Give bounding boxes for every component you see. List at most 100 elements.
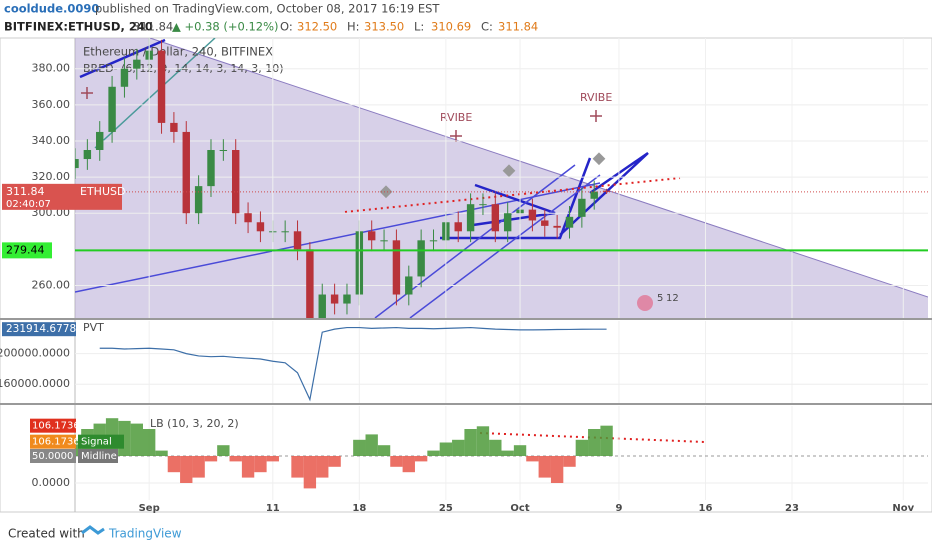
candle-body — [219, 150, 228, 151]
y-tick-label: 320.00 — [32, 170, 71, 183]
candle-body — [133, 59, 141, 69]
y-tick-label: 380.00 — [32, 62, 71, 75]
value-box — [30, 434, 76, 449]
change: ▲ +0.38 (+0.12%) — [172, 20, 279, 34]
price-label: 311.84 — [6, 185, 45, 198]
candle-body — [194, 186, 203, 214]
candle-body — [75, 159, 79, 169]
trend-line — [79, 38, 166, 79]
candle-body — [343, 294, 351, 304]
pvt-line — [99, 326, 607, 402]
x-tick-label: Oct — [510, 503, 529, 514]
osc-bar — [229, 455, 242, 462]
candle-body — [405, 276, 413, 295]
panel — [75, 326, 928, 402]
osc-bar — [192, 455, 205, 478]
dotted-line — [344, 177, 681, 213]
candle-body — [281, 231, 289, 233]
x-tick-label: 9 — [615, 503, 622, 514]
symbol-label: ETHUSD — [80, 185, 125, 198]
candle-body — [479, 204, 487, 206]
logo — [81, 525, 105, 535]
value-label: 50.0000 — [32, 451, 73, 462]
candle-body — [491, 204, 500, 232]
y-tick-label: 260.00 — [32, 278, 71, 291]
osc-bar — [390, 455, 403, 467]
candle-body — [182, 131, 190, 214]
chart-title: Ethereum / Dollar, 240, BITFINEX — [83, 45, 273, 59]
ohlc-value: 310.69 — [431, 20, 471, 34]
candle-body — [120, 68, 129, 87]
candle-body — [244, 213, 252, 223]
countdown: 02:40:07 — [6, 199, 51, 210]
candle-body — [528, 209, 537, 221]
osc-bar — [303, 455, 317, 489]
y-tick-label: 360.00 — [32, 98, 71, 111]
price-label: 279.44 — [6, 243, 45, 256]
value-label: 231914.6778 — [6, 323, 76, 335]
symbol: BITFINEX:ETHUSD, 240 — [4, 20, 153, 34]
last: 311.84 — [133, 20, 173, 34]
y-tick-label: 200000.0000 — [0, 347, 70, 360]
ohlc-label: C: — [481, 20, 493, 34]
candle-body — [565, 216, 574, 228]
candle-body — [578, 198, 586, 217]
candle-body — [330, 294, 339, 304]
osc-bar — [575, 439, 589, 456]
ohlc-value: 312.50 — [297, 20, 337, 34]
osc-bar — [377, 445, 391, 456]
candle-body — [318, 294, 326, 318]
author[interactable]: cooldude.0090 — [4, 2, 99, 16]
osc-bar — [217, 445, 230, 456]
candle-body — [367, 231, 376, 241]
osc-bar — [204, 455, 218, 462]
candle-body — [541, 220, 549, 226]
osc-bar — [563, 455, 576, 467]
x-tick-label: Nov — [892, 503, 914, 514]
x-tick-label: 18 — [352, 503, 366, 514]
x-tick-label: 25 — [439, 503, 453, 514]
osc-bar — [452, 439, 465, 456]
candle-body — [466, 204, 475, 232]
osc-bar — [130, 423, 143, 456]
osc-bar — [365, 434, 378, 456]
footer-brand[interactable]: TradingView — [108, 527, 182, 541]
osc-bar — [476, 426, 490, 456]
osc-bar — [353, 439, 366, 456]
trend-line — [409, 174, 601, 318]
osc-bar — [328, 455, 341, 467]
marker — [592, 152, 606, 166]
footer-text: Created with — [8, 527, 85, 541]
value-box — [30, 418, 76, 433]
event-flag — [637, 295, 653, 311]
price-box — [2, 242, 52, 259]
annotation: 5 — [657, 293, 663, 304]
ohlc: O: 312.50 H: 313.50 L: 310.69 C: 311.84 — [280, 20, 538, 34]
y-tick-label: 0.0000 — [32, 476, 71, 489]
x-tick-label: Sep — [139, 503, 160, 514]
osc-bar — [550, 455, 564, 483]
ohlc-value: 313.50 — [364, 20, 404, 34]
candle-body — [503, 213, 512, 232]
candle-body — [170, 122, 178, 132]
candle-body — [602, 190, 611, 192]
legend-box — [78, 434, 124, 449]
y-tick-label: 340.00 — [32, 134, 71, 147]
value-label: 106.1736 — [32, 421, 80, 432]
candle-body — [157, 50, 166, 123]
candle-body — [108, 86, 116, 132]
candle-body — [590, 191, 598, 199]
dotted-line — [479, 432, 706, 443]
osc-bar — [513, 445, 527, 456]
value-box — [30, 448, 76, 463]
osc-bar — [464, 429, 477, 456]
osc-bar — [538, 455, 551, 478]
osc-bar — [402, 455, 415, 473]
candle-body — [306, 249, 314, 318]
osc-bar — [526, 455, 539, 462]
ohlc-value: 311.84 — [498, 20, 538, 34]
candle-body — [429, 240, 438, 242]
price-box — [2, 183, 122, 210]
